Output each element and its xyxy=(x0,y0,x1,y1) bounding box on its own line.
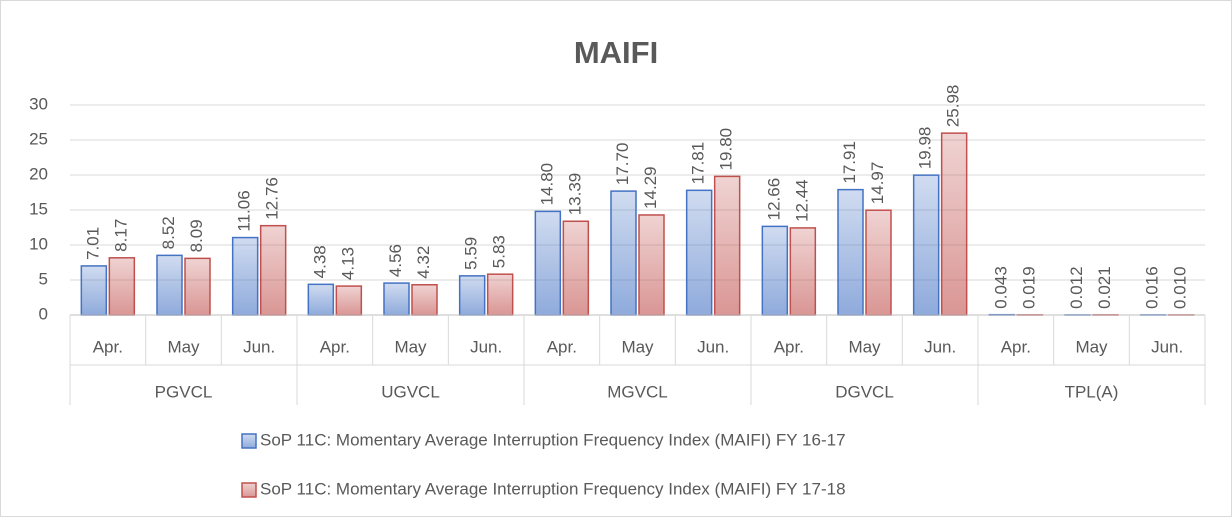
data-label: 12.76 xyxy=(263,177,282,220)
x-tick-label: May xyxy=(394,337,427,356)
data-label: 8.09 xyxy=(187,219,206,252)
y-tick-label: 30 xyxy=(29,94,48,113)
legend-label: SoP 11C: Momentary Average Interruption … xyxy=(260,430,846,449)
bar xyxy=(914,175,939,315)
x-tick-label: May xyxy=(1075,337,1108,356)
bar xyxy=(942,133,967,315)
bar xyxy=(460,276,485,315)
bar xyxy=(687,190,712,315)
bar xyxy=(336,286,361,315)
x-tick-label: Apr. xyxy=(1001,337,1031,356)
bar xyxy=(866,210,891,315)
x-tick-label: May xyxy=(848,337,881,356)
bar xyxy=(233,238,258,315)
x-tick-label: May xyxy=(621,337,654,356)
bar xyxy=(762,226,787,315)
group-label: UGVCL xyxy=(381,382,440,401)
data-label: 0.021 xyxy=(1095,266,1114,309)
bar xyxy=(790,228,815,315)
data-label: 4.32 xyxy=(414,246,433,279)
bar xyxy=(157,255,182,315)
x-tick-label: Jun. xyxy=(924,337,956,356)
data-label: 11.06 xyxy=(235,190,254,231)
chart-title: MAIFI xyxy=(574,35,658,70)
data-label: 25.98 xyxy=(944,85,963,128)
bar xyxy=(81,266,106,315)
legend-label: SoP 11C: Momentary Average Interruption … xyxy=(260,479,846,498)
legend-swatch xyxy=(242,434,256,448)
data-label: 19.80 xyxy=(717,128,736,171)
bar xyxy=(261,226,286,315)
bar xyxy=(308,284,333,315)
x-tick-label: Jun. xyxy=(470,337,502,356)
bar xyxy=(715,176,740,315)
group-label: MGVCL xyxy=(607,382,667,401)
data-label: 0.010 xyxy=(1171,266,1190,309)
data-label: 7.01 xyxy=(83,227,102,260)
data-label: 0.019 xyxy=(1019,266,1038,309)
data-label: 12.66 xyxy=(764,178,783,221)
data-label: 5.59 xyxy=(462,237,481,270)
data-label: 17.70 xyxy=(613,143,632,186)
bar xyxy=(109,258,134,315)
group-label: TPL(A) xyxy=(1065,382,1119,401)
y-tick-label: 20 xyxy=(29,164,48,183)
bar xyxy=(384,283,409,315)
y-tick-label: 25 xyxy=(29,129,48,148)
bar xyxy=(535,211,560,315)
x-tick-label: Jun. xyxy=(697,337,729,356)
x-tick-label: Apr. xyxy=(93,337,123,356)
bar xyxy=(488,274,513,315)
y-tick-label: 10 xyxy=(29,234,48,253)
data-label: 0.012 xyxy=(1067,266,1086,309)
bar xyxy=(563,221,588,315)
data-label: 0.043 xyxy=(991,266,1010,309)
data-label: 12.44 xyxy=(792,179,811,222)
x-tick-label: Apr. xyxy=(774,337,804,356)
x-tick-label: Apr. xyxy=(320,337,350,356)
bar xyxy=(611,191,636,315)
data-label: 13.39 xyxy=(565,173,584,216)
bar xyxy=(185,258,210,315)
data-label: 8.17 xyxy=(111,219,130,252)
data-label: 0.016 xyxy=(1143,266,1162,309)
legend-swatch xyxy=(242,483,256,497)
group-label: PGVCL xyxy=(155,382,213,401)
data-label: 4.13 xyxy=(338,247,357,280)
bar xyxy=(412,285,437,315)
data-label: 5.83 xyxy=(490,235,509,268)
data-label: 14.97 xyxy=(868,162,887,205)
data-label: 4.56 xyxy=(386,244,405,277)
data-label: 4.38 xyxy=(310,245,329,278)
bar xyxy=(838,190,863,315)
y-tick-label: 5 xyxy=(39,269,48,288)
group-label: DGVCL xyxy=(835,382,894,401)
x-tick-label: Jun. xyxy=(243,337,275,356)
y-tick-label: 15 xyxy=(29,199,48,218)
x-tick-label: Jun. xyxy=(1151,337,1183,356)
data-label: 8.52 xyxy=(159,216,178,249)
x-tick-label: Apr. xyxy=(547,337,577,356)
data-label: 17.91 xyxy=(840,141,859,184)
data-label: 14.80 xyxy=(537,163,556,206)
data-label: 17.81 xyxy=(689,142,708,185)
data-label: 19.98 xyxy=(916,127,935,170)
bar xyxy=(639,215,664,315)
y-tick-label: 0 xyxy=(39,304,48,323)
x-tick-label: May xyxy=(167,337,200,356)
data-label: 14.29 xyxy=(641,166,660,209)
